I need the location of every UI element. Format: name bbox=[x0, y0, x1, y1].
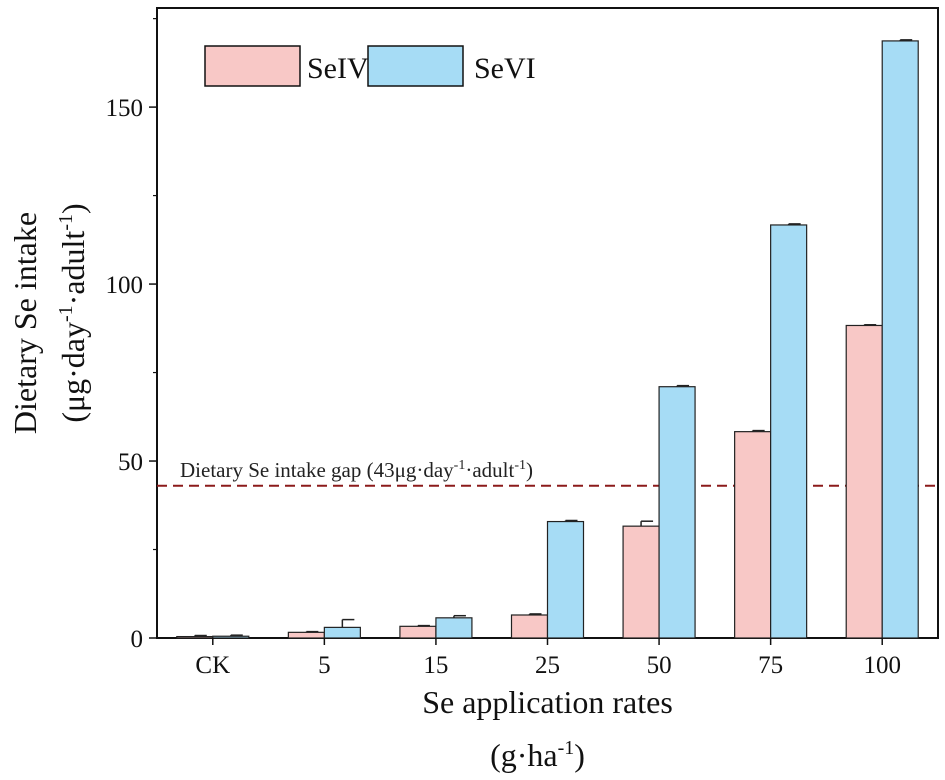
bar-sevi-15 bbox=[435, 617, 473, 639]
legend-label-sevi: SeVI bbox=[474, 52, 536, 85]
x-axis-title: Se application rates bbox=[422, 684, 673, 720]
y-axis: 0 50 100 150 bbox=[106, 18, 157, 653]
error-bar-seiv-15 bbox=[417, 624, 430, 627]
y-unit-part-2: ·adult bbox=[55, 231, 91, 306]
annotation-part-3: ) bbox=[526, 458, 533, 482]
y-tick-label-50: 50 bbox=[118, 449, 143, 476]
error-bar-seiv-5 bbox=[305, 630, 319, 633]
x-unit-end: ) bbox=[574, 737, 585, 773]
error-bar-sevi-ck bbox=[230, 634, 243, 637]
y-unit-part-3: ) bbox=[55, 203, 91, 214]
bar-sevi-25 bbox=[546, 520, 585, 639]
y-tick-label-150: 150 bbox=[106, 95, 144, 122]
error-bar-seiv-25 bbox=[528, 613, 542, 615]
bar-sevi-100 bbox=[881, 40, 919, 639]
error-bar-sevi-100 bbox=[899, 39, 913, 41]
bar-seiv-25 bbox=[510, 614, 549, 639]
x-axis: CK 5 15 25 50 75 100 bbox=[195, 638, 901, 679]
y-unit-sup-1: -1 bbox=[55, 305, 77, 322]
y-axis-title: Dietary Se intake bbox=[7, 212, 43, 434]
legend-swatch-seiv bbox=[204, 45, 301, 87]
error-bars-group bbox=[194, 39, 913, 637]
bar-sevi-50 bbox=[658, 386, 696, 639]
reference-line-group: Dietary Se intake gap (43μg·day-1·adult-… bbox=[157, 458, 938, 487]
bar-sevi-5 bbox=[323, 626, 361, 639]
y-axis-unit: (μg·day-1·adult-1) bbox=[55, 203, 91, 422]
y-tick-label-0: 0 bbox=[131, 626, 144, 653]
x-tick-label-75: 75 bbox=[758, 652, 783, 679]
error-bar-seiv-100 bbox=[863, 324, 877, 326]
error-bar-sevi-50 bbox=[676, 384, 690, 387]
x-tick-label-ck: CK bbox=[195, 652, 230, 679]
x-tick-label-5: 5 bbox=[318, 652, 331, 679]
error-bar-sevi-25 bbox=[564, 519, 578, 522]
y-unit-part-1: (μg·day bbox=[55, 322, 91, 423]
intake-gap-annotation: Dietary Se intake gap (43μg·day-1·adult-… bbox=[180, 458, 533, 482]
error-bar-sevi-15 bbox=[453, 614, 466, 618]
bar-seiv-50 bbox=[622, 525, 660, 639]
x-tick-label-25: 25 bbox=[535, 652, 560, 679]
annotation-sup-2: -1 bbox=[514, 458, 526, 473]
bar-sevi-75 bbox=[770, 224, 808, 639]
error-bar-sevi-75 bbox=[787, 223, 801, 225]
legend-swatch-sevi bbox=[367, 45, 464, 87]
bar-seiv-15 bbox=[399, 625, 437, 639]
x-unit-base: (g·ha bbox=[490, 737, 558, 773]
x-tick-label-50: 50 bbox=[647, 652, 672, 679]
error-bar-seiv-50 bbox=[640, 520, 654, 527]
bars-group bbox=[176, 40, 919, 639]
annotation-part-2: ·adult bbox=[465, 458, 514, 482]
y-tick-label-100: 100 bbox=[106, 272, 144, 299]
bar-seiv-5 bbox=[287, 631, 325, 639]
x-axis-unit: (g·ha-1) bbox=[490, 737, 585, 773]
error-bar-seiv-ck bbox=[194, 634, 207, 637]
x-tick-label-15: 15 bbox=[423, 652, 448, 679]
bar-sevi-ck bbox=[212, 635, 250, 639]
legend: SeIV SeVI bbox=[204, 45, 536, 87]
legend-label-seiv: SeIV bbox=[307, 52, 369, 85]
annotation-sup-1: -1 bbox=[454, 458, 466, 473]
error-bar-seiv-75 bbox=[751, 429, 765, 432]
error-bar-sevi-5 bbox=[341, 618, 355, 628]
bar-seiv-100 bbox=[845, 324, 883, 639]
annotation-part-1: Dietary Se intake gap (43μg·day bbox=[180, 458, 454, 482]
bar-seiv-75 bbox=[734, 431, 772, 639]
y-unit-sup-2: -1 bbox=[55, 214, 77, 231]
bar-seiv-ck bbox=[176, 635, 214, 639]
x-unit-sup: -1 bbox=[558, 737, 575, 759]
x-tick-label-100: 100 bbox=[863, 652, 901, 679]
